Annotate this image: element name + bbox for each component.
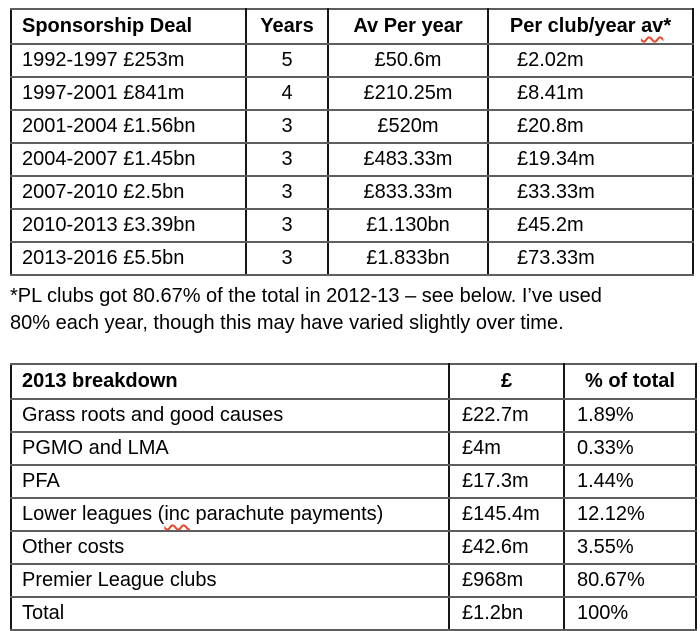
table-cell: 4 <box>245 76 329 111</box>
table-cell: 100% <box>563 596 697 631</box>
table-cell: £483.33m <box>327 142 489 177</box>
column-header: 2013 breakdown <box>10 363 450 400</box>
table-cell: 2004-2007 £1.45bn <box>10 142 247 177</box>
table-row: 2004-2007 £1.45bn 3 £483.33m £19.34m <box>10 142 694 177</box>
table-cell: 3 <box>245 109 329 144</box>
table-cell: £4m <box>448 431 565 466</box>
column-header: % of total <box>563 363 697 400</box>
table-cell: 5 <box>245 43 329 78</box>
footnote: *PL clubs got 80.67% of the total in 201… <box>10 283 694 337</box>
table-cell: £8.41m <box>487 76 694 111</box>
table-cell: 12.12% <box>563 497 697 532</box>
table-cell: 2007-2010 £2.5bn <box>10 175 247 210</box>
misspelled-word: av <box>641 15 664 37</box>
table-cell: 80.67% <box>563 563 697 598</box>
table-cell: 2013-2016 £5.5bn <box>10 241 247 276</box>
table-row: 2007-2010 £2.5bn 3 £833.33m £33.33m <box>10 175 694 210</box>
table-row: 1997-2001 £841m 4 £210.25m £8.41m <box>10 76 694 111</box>
table-cell: 0.33% <box>563 431 697 466</box>
table-cell: £17.3m <box>448 464 565 499</box>
table-cell: PGMO and LMA <box>10 431 450 466</box>
table-row: 2013-2016 £5.5bn 3 £1.833bn £73.33m <box>10 241 694 276</box>
table-cell: £45.2m <box>487 208 694 243</box>
table-cell: 1997-2001 £841m <box>10 76 247 111</box>
cell-text: Lower leagues ( <box>22 503 165 525</box>
table-cell: Other costs <box>10 530 450 565</box>
column-header: Years <box>245 8 329 45</box>
table-cell: Total <box>10 596 450 631</box>
table-cell: Grass roots and good causes <box>10 398 450 433</box>
table-cell: £50.6m <box>327 43 489 78</box>
table-row: Total £1.2bn 100% <box>10 596 697 631</box>
table-row: Grass roots and good causes £22.7m 1.89% <box>10 398 697 433</box>
breakdown-table-body: Grass roots and good causes £22.7m 1.89% PG… <box>10 398 697 631</box>
table-cell: £2.02m <box>487 43 694 78</box>
table-cell: Premier League clubs <box>10 563 450 598</box>
table-row: Other costs £42.6m 3.55% <box>10 530 697 565</box>
table-cell: £33.33m <box>487 175 694 210</box>
table-row: 2001-2004 £1.56bn 3 £520m £20.8m <box>10 109 694 144</box>
table-cell: £22.7m <box>448 398 565 433</box>
table-cell: £145.4m <box>448 497 565 532</box>
sponsorship-table-header-row: Sponsorship Deal Years Av Per year Per club… <box>10 8 694 45</box>
cell-text: * <box>663 15 672 37</box>
table-cell: £210.25m <box>327 76 489 111</box>
table-cell: £19.34m <box>487 142 694 177</box>
footnote-line-2: 80% each year, though this may have vari… <box>10 312 564 334</box>
table-cell: 3 <box>245 175 329 210</box>
table-cell: 3 <box>245 208 329 243</box>
column-header: Sponsorship Deal <box>10 8 247 45</box>
table-cell: £73.33m <box>487 241 694 276</box>
table-cell: £1.833bn <box>327 241 489 276</box>
sponsorship-table-body: 1992-1997 £253m 5 £50.6m £2.02m 1997-2001 £8… <box>10 43 694 276</box>
table-cell: £42.6m <box>448 530 565 565</box>
table-row: Premier League clubs £968m 80.67% <box>10 563 697 598</box>
table-cell: 1.44% <box>563 464 697 499</box>
table-row: Lower leagues (inc parachute payments) £1… <box>10 497 697 532</box>
column-header: Av Per year <box>327 8 489 45</box>
table-cell: Lower leagues (inc parachute payments) <box>10 497 450 532</box>
table-cell: 2001-2004 £1.56bn <box>10 109 247 144</box>
table-cell: 1.89% <box>563 398 697 433</box>
table-cell: 3 <box>245 241 329 276</box>
table-cell: £1.2bn <box>448 596 565 631</box>
breakdown-table-header-row: 2013 breakdown £% of total <box>10 363 697 400</box>
table-row: 2010-2013 £3.39bn 3 £1.130bn £45.2m <box>10 208 694 243</box>
sponsorship-deal-table: Sponsorship Deal Years Av Per year Per club… <box>10 8 694 276</box>
table-cell: £520m <box>327 109 489 144</box>
table-cell: 1992-1997 £253m <box>10 43 247 78</box>
table-cell: 3.55% <box>563 530 697 565</box>
cell-text: Per club/year <box>509 15 642 37</box>
table-cell: £20.8m <box>487 109 694 144</box>
table-row: 1992-1997 £253m 5 £50.6m £2.02m <box>10 43 694 78</box>
table-row: PGMO and LMA £4m 0.33% <box>10 431 697 466</box>
table-cell: £833.33m <box>327 175 489 210</box>
column-header: £ <box>448 363 565 400</box>
table-cell: PFA <box>10 464 450 499</box>
breakdown-table: 2013 breakdown £% of total Grass roots an… <box>10 363 697 631</box>
misspelled-word: inc <box>164 503 190 525</box>
footnote-line-1: *PL clubs got 80.67% of the total in 201… <box>10 285 602 307</box>
table-cell: 2010-2013 £3.39bn <box>10 208 247 243</box>
table-cell: £968m <box>448 563 565 598</box>
cell-text: parachute payments) <box>189 503 384 525</box>
table-row: PFA £17.3m 1.44% <box>10 464 697 499</box>
column-header: Per club/year av* <box>487 8 694 45</box>
table-cell: £1.130bn <box>327 208 489 243</box>
table-cell: 3 <box>245 142 329 177</box>
